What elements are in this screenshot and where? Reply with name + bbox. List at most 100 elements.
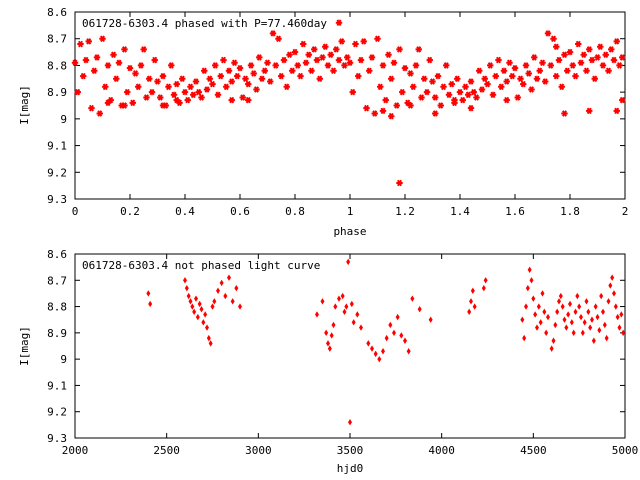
data-point <box>571 329 576 337</box>
data-point <box>366 340 371 347</box>
data-point <box>245 80 252 88</box>
x-axis-label: hjd0 <box>337 462 364 475</box>
data-point <box>417 306 422 313</box>
axis-ticks: 0 0.2 0.4 0.6 0.8 1 1.2 1.4 1.6 1.8 2 8.6 8.7 8.8 8.9 9… <box>47 6 628 218</box>
y-tick-label: 9.2 <box>47 406 67 419</box>
data-point <box>566 48 574 56</box>
data-point <box>151 56 158 64</box>
data-point <box>428 316 433 323</box>
data-point <box>395 313 400 321</box>
data-point <box>568 300 572 308</box>
data-point <box>588 324 593 331</box>
data-point <box>525 70 532 77</box>
data-point <box>575 40 582 48</box>
data-point <box>584 298 589 305</box>
data-point <box>410 295 415 302</box>
data-point <box>335 19 343 26</box>
data-point <box>443 62 450 69</box>
data-point <box>341 62 348 69</box>
data-point <box>569 319 574 326</box>
data-point <box>143 94 150 101</box>
data-point <box>498 83 505 91</box>
data-point <box>330 67 337 75</box>
data-point <box>511 64 519 72</box>
data-point <box>212 298 217 305</box>
x-tick-label: 0.4 <box>175 205 195 218</box>
data-point <box>613 303 618 310</box>
data-point <box>370 345 374 352</box>
data-point <box>575 292 580 300</box>
x-tick-label: 0.6 <box>230 205 250 218</box>
data-point <box>195 313 200 321</box>
data-point <box>594 54 601 61</box>
data-point <box>489 91 497 99</box>
data-point <box>359 324 363 331</box>
data-point <box>525 284 530 292</box>
data-point <box>352 40 359 48</box>
data-point <box>385 51 392 59</box>
data-point <box>168 62 175 69</box>
data-point <box>401 64 409 72</box>
data-point <box>503 96 510 104</box>
data-point <box>621 329 626 337</box>
data-point <box>456 88 464 96</box>
data-point <box>283 83 290 91</box>
data-point <box>407 70 414 77</box>
data-point <box>173 80 180 88</box>
data-point <box>201 319 206 326</box>
data-point <box>297 72 304 80</box>
data-point <box>586 46 593 53</box>
data-point <box>179 75 186 83</box>
data-point <box>360 38 367 45</box>
data-point <box>484 80 491 88</box>
data-point <box>214 91 222 99</box>
data-point <box>225 67 233 75</box>
data-point <box>269 30 277 37</box>
data-point <box>208 340 213 347</box>
data-point <box>561 51 568 59</box>
data-point <box>320 298 325 305</box>
data-point <box>533 75 541 83</box>
data-point <box>605 67 612 75</box>
data-point <box>93 54 101 61</box>
data-point <box>338 38 345 45</box>
data-point <box>377 355 382 363</box>
data-point <box>423 88 431 96</box>
y-tick-label: 8.9 <box>47 327 67 340</box>
data-point <box>219 279 224 287</box>
data-point <box>500 67 508 75</box>
data-point <box>616 62 623 69</box>
data-point <box>591 75 598 83</box>
data-point <box>597 327 602 334</box>
data-point <box>445 91 453 99</box>
data-point <box>467 308 472 316</box>
data-point <box>368 54 376 61</box>
data-point <box>608 282 613 289</box>
x-tick-label: 1.4 <box>450 205 470 218</box>
data-point <box>582 319 587 326</box>
data-point <box>228 78 235 85</box>
data-point <box>104 99 112 107</box>
data-point <box>186 292 191 300</box>
data-point <box>183 277 187 284</box>
data-point <box>514 94 521 101</box>
data-point <box>495 56 502 64</box>
data-point <box>608 46 615 53</box>
data-point <box>305 51 312 59</box>
data-point <box>591 337 596 344</box>
data-point <box>384 334 389 342</box>
data-point <box>619 96 626 104</box>
data-point <box>531 295 536 302</box>
data-point <box>216 287 220 294</box>
data-point <box>560 303 565 310</box>
data-point <box>197 300 202 308</box>
data-point <box>440 83 447 91</box>
data-point <box>536 67 543 75</box>
data-point <box>184 96 191 104</box>
data-point <box>602 51 609 59</box>
plot-frame <box>74 11 626 200</box>
data-point <box>357 56 365 64</box>
data-point <box>335 56 343 64</box>
data-point <box>555 56 563 64</box>
data-point <box>188 298 193 305</box>
